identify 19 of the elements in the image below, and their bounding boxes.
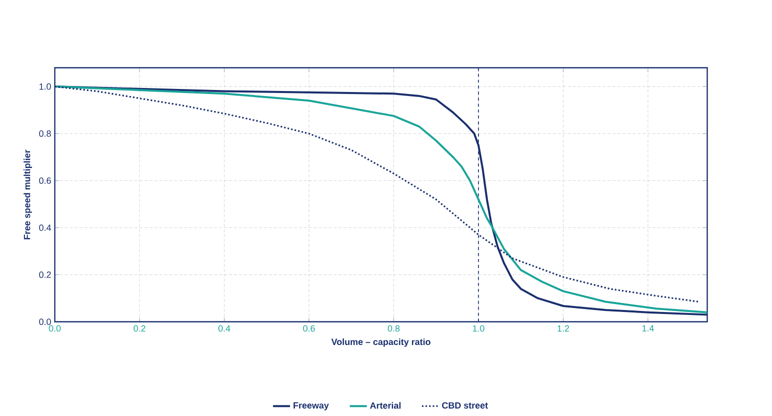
x-tick-label: 1.0 [472,325,484,332]
x-axis-title: Volume – capacity ratio [331,338,430,347]
x-tick-label: 0.4 [218,325,230,332]
x-tick-label: 1.2 [558,325,569,332]
y-tick-label: 0.4 [39,224,52,231]
x-tick-label: 0.0 [48,325,61,332]
x-tick-label: 0.8 [388,325,400,332]
y-tick-label: 0.0 [39,318,51,325]
x-tick-label: 0.2 [134,325,146,332]
legend-label: CBD street [442,402,488,408]
legend-label: Arterial [370,402,401,409]
y-tick-label: 1.0 [40,83,51,90]
y-tick-label: 0.2 [39,271,51,278]
x-tick-label: 1.4 [642,325,654,332]
x-tick-label: 0.6 [303,325,315,332]
y-axis-title: Free speed multiplier [24,150,32,240]
y-tick-label: 0.8 [39,130,51,137]
legend-label: Freeway [294,402,329,410]
y-tick-label: 0.6 [39,177,51,184]
